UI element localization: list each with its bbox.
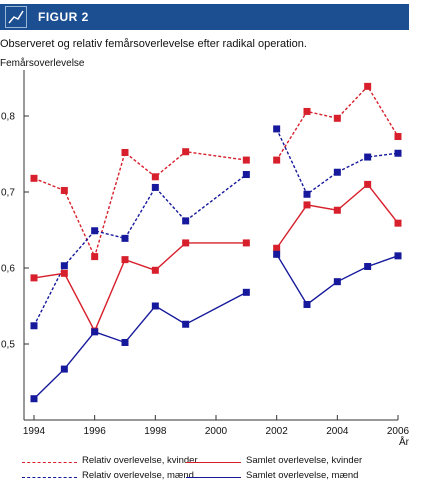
data-point — [182, 239, 190, 247]
data-point — [30, 395, 38, 403]
data-point — [60, 262, 68, 270]
data-point — [242, 239, 250, 247]
data-point — [91, 253, 99, 261]
data-point — [364, 180, 372, 188]
data-point — [182, 320, 190, 328]
data-point — [394, 219, 402, 227]
series-line — [33, 173, 247, 327]
x-tick-label: 2000 — [205, 426, 228, 437]
legend-swatch — [22, 462, 77, 463]
data-point — [242, 171, 250, 179]
data-point — [121, 256, 129, 264]
legend-label: Relativ overlevelse, mænd — [82, 470, 194, 481]
data-point — [60, 186, 68, 194]
legend-swatch — [186, 477, 241, 478]
y-axis-label: Femårsoverlevelse — [0, 58, 85, 69]
data-point — [151, 266, 159, 274]
data-point — [333, 206, 341, 214]
data-point — [60, 269, 68, 277]
legend-label: Samlet overlevelse, mænd — [246, 470, 359, 481]
series-line — [276, 128, 399, 196]
y-tick-label: 0,7 — [1, 188, 15, 199]
data-point — [121, 234, 129, 242]
data-point — [151, 183, 159, 191]
x-tick-label: 2002 — [266, 426, 289, 437]
data-point — [364, 82, 372, 90]
x-tick-label: 1998 — [144, 426, 167, 437]
data-point — [333, 114, 341, 122]
x-tick-label: 1996 — [84, 426, 107, 437]
figure-header: FIGUR 2 — [0, 4, 409, 30]
figure-label: FIGUR 2 — [38, 10, 89, 24]
data-point — [394, 133, 402, 141]
data-point — [242, 156, 250, 164]
legend-label: Samlet overlevelse, kvinder — [246, 455, 363, 466]
x-tick-label: 2006 — [387, 426, 410, 437]
data-point — [303, 190, 311, 198]
data-point — [303, 201, 311, 209]
data-point — [333, 278, 341, 286]
line-chart-icon — [5, 6, 27, 28]
data-point — [121, 148, 129, 156]
legend-swatch — [22, 477, 77, 478]
data-point — [364, 262, 372, 270]
data-point — [273, 244, 281, 252]
data-point — [30, 274, 38, 282]
legend-swatch — [186, 462, 241, 463]
y-tick-label: 0,8 — [1, 112, 15, 123]
y-tick-label: 0,5 — [1, 340, 15, 351]
data-point — [60, 365, 68, 373]
data-point — [394, 149, 402, 157]
data-point — [303, 300, 311, 308]
data-point — [91, 227, 99, 235]
data-point — [273, 156, 281, 164]
data-point — [303, 107, 311, 115]
legend-label: Relativ overlevelse, kvinder — [82, 455, 198, 466]
data-point — [242, 288, 250, 296]
series-line — [33, 150, 247, 259]
data-point — [30, 174, 38, 182]
data-point — [121, 338, 129, 346]
data-point — [151, 302, 159, 310]
data-point — [364, 153, 372, 161]
data-point — [333, 168, 341, 176]
data-point — [182, 148, 190, 156]
x-axis-label: År — [399, 435, 410, 448]
legend: Relativ overlevelse, kvinder Samlet overl… — [0, 452, 409, 494]
x-tick-label: 1994 — [23, 426, 46, 437]
data-point — [273, 125, 281, 133]
data-point — [182, 217, 190, 225]
chart-title: Observeret og relativ femårsoverlevelse … — [0, 38, 307, 50]
data-point — [273, 250, 281, 258]
data-point — [91, 328, 99, 336]
data-point — [394, 252, 402, 260]
x-tick-label: 2004 — [326, 426, 349, 437]
data-point — [30, 322, 38, 330]
series-line — [276, 85, 399, 161]
series-line — [33, 291, 247, 400]
data-point — [151, 173, 159, 181]
series-line — [33, 242, 247, 333]
series-line — [276, 183, 399, 249]
y-tick-label: 0,6 — [1, 264, 15, 275]
